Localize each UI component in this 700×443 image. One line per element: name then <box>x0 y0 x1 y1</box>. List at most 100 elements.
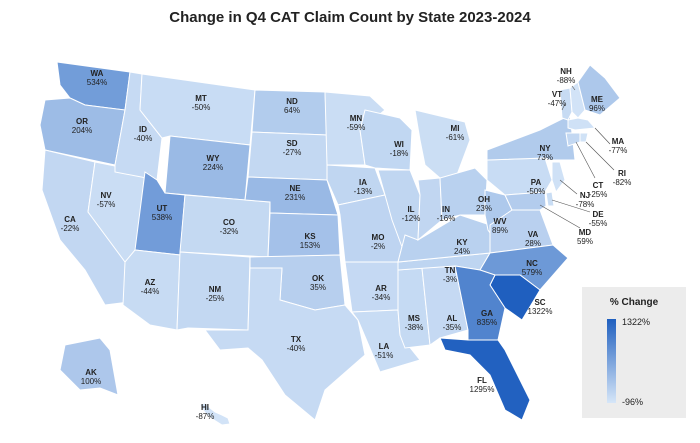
state-value-label: 231% <box>285 193 305 202</box>
state-code-label: IN <box>442 205 450 214</box>
state-code-label: NV <box>100 191 112 200</box>
state-code-label: WV <box>494 217 508 226</box>
state-value-label: 73% <box>537 153 553 162</box>
state-value-label: -87% <box>196 412 215 421</box>
state-value-label: 28% <box>525 239 541 248</box>
state-value-label: 534% <box>87 78 107 87</box>
state-value-label: 96% <box>589 104 605 113</box>
state-code-label: SD <box>286 139 297 148</box>
state-nm <box>176 251 251 331</box>
state-value-label: 1295% <box>470 385 495 394</box>
state-code-label: ID <box>139 125 147 134</box>
state-value-label: 204% <box>72 126 92 135</box>
state-value-label: -40% <box>134 134 153 143</box>
leader-line-de <box>551 199 591 213</box>
state-value-label: -50% <box>527 187 546 196</box>
state-code-label: AL <box>447 314 458 323</box>
state-ri <box>579 132 589 143</box>
state-code-label: KY <box>456 238 468 247</box>
state-value-label: -47% <box>548 99 567 108</box>
state-code-label: AZ <box>145 278 156 287</box>
state-ga <box>454 265 506 341</box>
state-value-label: -32% <box>220 227 239 236</box>
state-code-label: MD <box>579 228 592 237</box>
state-code-label: SC <box>534 298 545 307</box>
state-hi <box>199 402 231 426</box>
state-code-label: PA <box>531 178 542 187</box>
leader-line-ri <box>585 141 615 171</box>
state-me <box>577 64 621 116</box>
state-value-label: -82% <box>613 178 632 187</box>
state-code-label: AK <box>85 368 97 377</box>
state-in <box>417 177 443 242</box>
state-code-label: CO <box>223 218 235 227</box>
state-code-label: RI <box>618 169 626 178</box>
state-code-label: MI <box>451 124 460 133</box>
state-value-label: -35% <box>443 323 462 332</box>
state-code-label: OR <box>76 117 88 126</box>
legend-min-label: -96% <box>622 397 644 407</box>
state-vt <box>559 87 573 121</box>
legend: % Change 1322% -96% <box>582 287 686 418</box>
state-value-label: -18% <box>390 149 409 158</box>
state-code-label: LA <box>379 342 390 351</box>
state-code-label: NH <box>560 67 572 76</box>
state-code-label: MT <box>195 94 207 103</box>
state-value-label: -34% <box>372 293 391 302</box>
state-wi <box>359 109 413 171</box>
state-code-label: OH <box>478 195 490 204</box>
state-code-label: AR <box>375 284 387 293</box>
state-value-label: -38% <box>405 323 424 332</box>
map-title: Change in Q4 CAT Claim Count by State 20… <box>169 9 531 26</box>
state-value-label: -57% <box>97 200 116 209</box>
state-ct <box>565 132 581 147</box>
state-value-label: 100% <box>81 377 101 386</box>
state-code-label: GA <box>481 309 493 318</box>
state-md <box>504 191 547 211</box>
state-ma <box>567 117 597 131</box>
state-ny <box>486 114 576 161</box>
legend-title: % Change <box>609 297 659 308</box>
state-nj <box>551 161 566 194</box>
legend-color-bar <box>607 319 616 403</box>
state-value-label: -61% <box>446 133 465 142</box>
state-value-label: 1322% <box>528 307 553 316</box>
state-code-label: OK <box>312 274 324 283</box>
state-code-label: NC <box>526 259 538 268</box>
state-value-label: -50% <box>192 103 211 112</box>
state-ar <box>344 261 399 313</box>
state-value-label: 579% <box>522 268 542 277</box>
state-value-label: -12% <box>402 214 421 223</box>
state-code-label: VT <box>552 90 562 99</box>
leader-line-nh <box>571 85 576 91</box>
state-code-label: TX <box>291 335 302 344</box>
state-mi <box>414 109 471 181</box>
state-value-label: -40% <box>287 344 306 353</box>
state-value-label: 538% <box>152 213 172 222</box>
state-code-label: MA <box>612 137 625 146</box>
state-value-label: -88% <box>557 76 576 85</box>
state-code-label: NJ <box>580 191 590 200</box>
state-code-label: TN <box>445 266 456 275</box>
leader-line-vt <box>561 103 566 111</box>
state-value-label: -77% <box>609 146 628 155</box>
state-code-label: MO <box>372 233 385 242</box>
state-value-label: -25% <box>206 294 225 303</box>
state-value-label: -55% <box>589 219 608 228</box>
state-code-label: DE <box>592 210 604 219</box>
state-value-label: -22% <box>61 224 80 233</box>
state-ak <box>59 337 119 396</box>
state-value-label: 64% <box>284 106 300 115</box>
state-value-label: -78% <box>576 200 595 209</box>
state-value-label: 24% <box>454 247 470 256</box>
state-value-label: -2% <box>371 242 385 251</box>
leader-line-md <box>539 204 581 229</box>
state-value-label: -44% <box>141 287 160 296</box>
state-code-label: WA <box>91 69 104 78</box>
state-code-label: UT <box>157 204 168 213</box>
state-code-label: NE <box>289 184 301 193</box>
state-value-label: -25% <box>589 190 608 199</box>
state-code-label: CT <box>593 181 604 190</box>
state-tx <box>204 267 366 421</box>
